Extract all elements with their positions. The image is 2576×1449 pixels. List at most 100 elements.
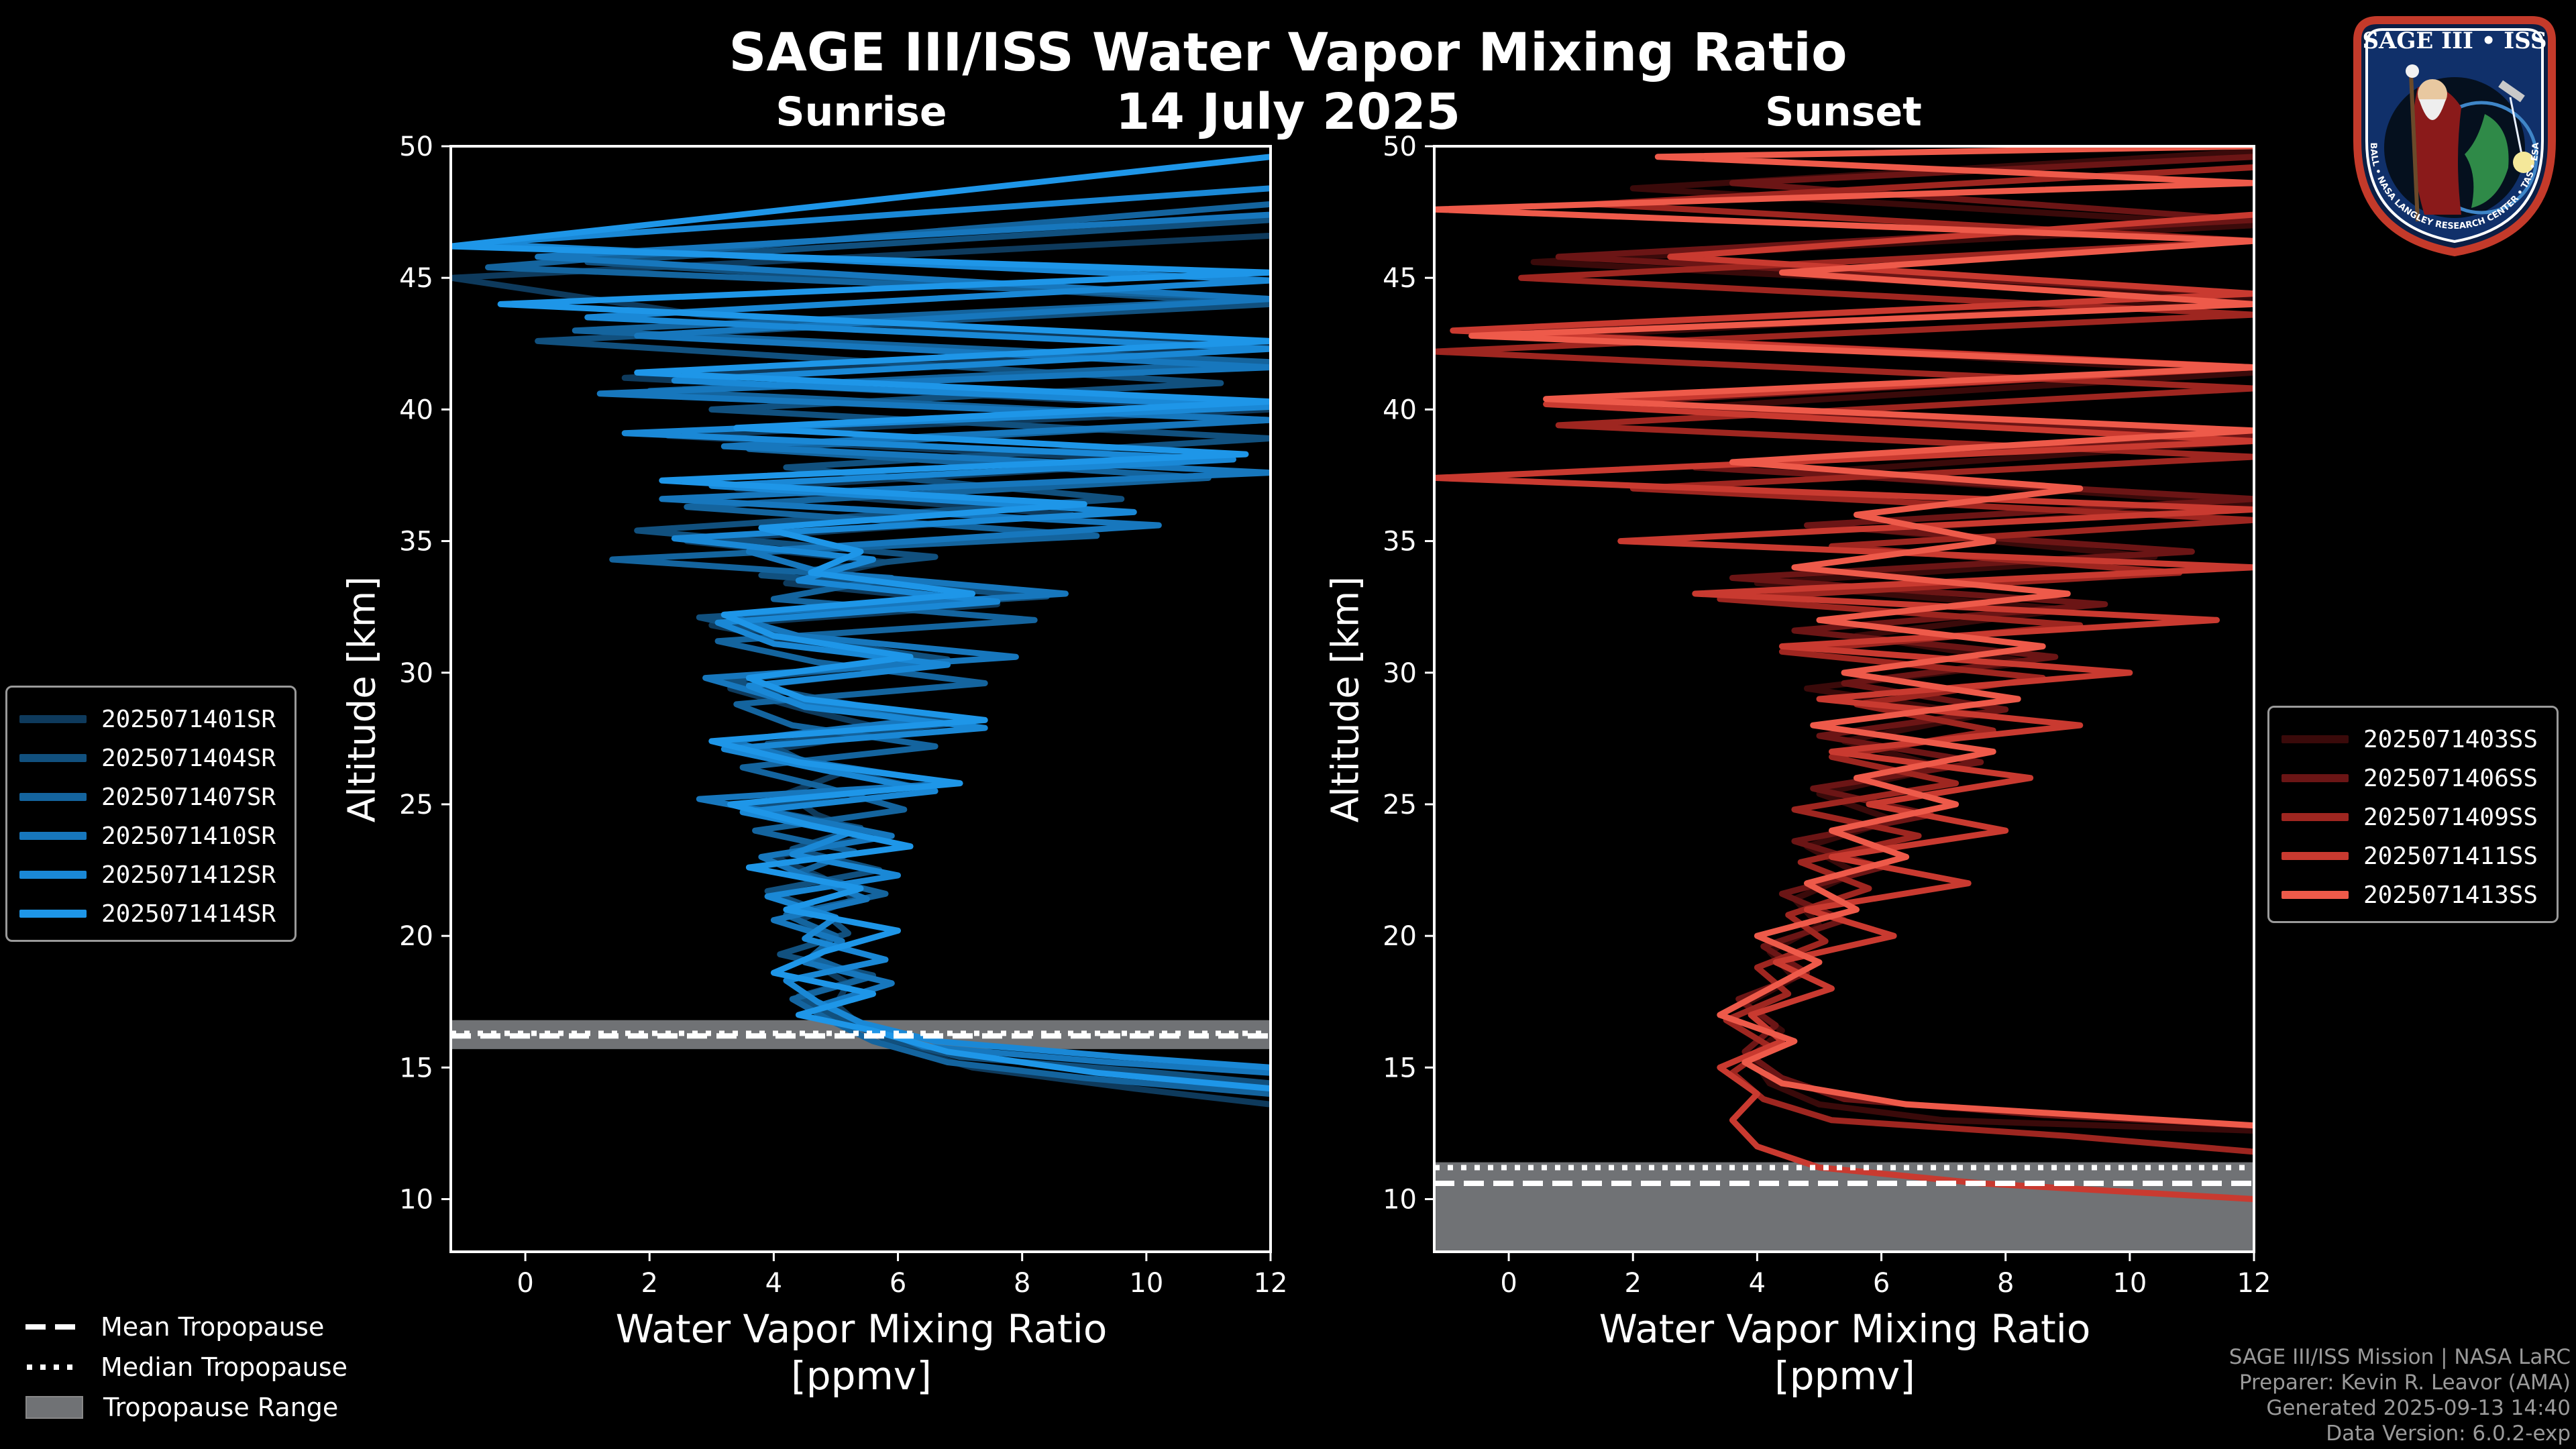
- median-tropopause-swatch: [27, 1364, 80, 1370]
- sunrise-series-2025071412SR: [472, 185, 1271, 1071]
- sunset-legend-label: 2025071413SS: [2363, 881, 2538, 909]
- sunset-legend-item: 2025071413SS: [2282, 875, 2544, 914]
- credit-version: Data Version: 6.0.2-exp: [2326, 1421, 2571, 1446]
- sunset-series-2025071413SS: [1434, 146, 2254, 1129]
- sunrise-legend-label: 2025071401SR: [101, 705, 276, 733]
- sunrise-panel-title: Sunrise: [775, 89, 947, 136]
- sunrise-y-tick-label: 15: [399, 1053, 433, 1083]
- sunset-x-tick-label: 2: [1625, 1268, 1642, 1299]
- sunrise-legend-item: 2025071410SR: [19, 816, 282, 855]
- sunset-x-axis-label-line1: Water Vapor Mixing Ratio: [1599, 1306, 2091, 1352]
- sunrise-series-group: [451, 154, 1271, 1108]
- sunset-y-tick-label: 15: [1383, 1053, 1417, 1083]
- sunset-legend-label: 2025071411SS: [2363, 842, 2538, 870]
- sunset-series-group: [1434, 146, 2254, 1252]
- sunrise-x-tick-label: 10: [1129, 1268, 1163, 1299]
- median-tropopause-label: Median Tropopause: [101, 1352, 347, 1382]
- sunrise-legend-item: 2025071404SR: [19, 739, 282, 777]
- sunset-legend-swatch: [2282, 735, 2349, 743]
- sunset-legend-label: 2025071403SS: [2363, 725, 2538, 753]
- sunset-x-tick-label: 10: [2112, 1268, 2147, 1299]
- sunset-x-axis-label: Water Vapor Mixing Ratio [ppmv]: [1436, 1305, 2254, 1399]
- sunrise-x-axis-label-line1: Water Vapor Mixing Ratio: [615, 1306, 1108, 1352]
- credit-mission: SAGE III/ISS Mission | NASA LaRC: [2229, 1345, 2571, 1369]
- sunset-legend-item: 2025071411SS: [2282, 837, 2544, 875]
- sunrise-legend-label: 2025071407SR: [101, 783, 276, 811]
- sunrise-legend-swatch: [19, 793, 87, 801]
- sunrise-plot-area: 0 2 4 6 8 10 12 10 15 20 25 30 35 40 45 50: [399, 131, 1287, 1299]
- sunrise-axes-frame: [449, 145, 1272, 1253]
- sunset-legend-item: 2025071409SS: [2282, 798, 2544, 837]
- sunset-y-tick-label: 25: [1383, 790, 1417, 820]
- sunset-series-2025071409SS: [1434, 164, 2254, 1155]
- sunrise-legend-item: 2025071414SR: [19, 894, 282, 933]
- sunrise-y-tick-label: 25: [399, 790, 433, 820]
- sunset-y-tick-label: 45: [1383, 263, 1417, 294]
- sunrise-y-tick-label: 20: [399, 921, 433, 952]
- mean-tropopause-swatch: [25, 1324, 80, 1330]
- tropopause-legend: Mean Tropopause Median Tropopause Tropop…: [25, 1307, 347, 1428]
- sunset-panel-title: Sunset: [1765, 89, 1922, 136]
- sunset-legend-item: 2025071403SS: [2282, 720, 2544, 759]
- mean-tropopause-label: Mean Tropopause: [101, 1312, 325, 1342]
- sunset-x-tick-label: 0: [1500, 1268, 1517, 1299]
- sunset-legend-swatch: [2282, 813, 2349, 821]
- sunrise-legend: 2025071401SR 2025071404SR 2025071407SR 2025…: [5, 686, 297, 942]
- sunrise-x-tick-label: 12: [1254, 1268, 1288, 1299]
- credit-preparer: Preparer: Kevin R. Leavor (AMA): [2239, 1371, 2571, 1395]
- sunrise-series-2025071414SR: [451, 154, 1271, 1092]
- sunset-y-tick-label: 50: [1383, 131, 1417, 162]
- sunrise-y-tick-label: 40: [399, 394, 433, 425]
- tropopause-legend-median: Median Tropopause: [25, 1347, 347, 1387]
- sunrise-x-tick-label: 8: [1014, 1268, 1030, 1299]
- sunrise-x-tick-label: 0: [517, 1268, 533, 1299]
- sunset-y-tick-label: 20: [1383, 921, 1417, 952]
- sunrise-legend-item: 2025071412SR: [19, 855, 282, 894]
- sunset-x-tick-label: 8: [1997, 1268, 2014, 1299]
- sunrise-legend-swatch: [19, 871, 87, 879]
- sunrise-legend-swatch: [19, 754, 87, 762]
- sunset-legend-item: 2025071406SS: [2282, 759, 2544, 798]
- sunset-legend-label: 2025071409SS: [2363, 803, 2538, 831]
- sunset-legend: 2025071403SS 2025071406SS 2025071409SS 2025…: [2267, 706, 2559, 923]
- tropopause-range-swatch: [25, 1396, 83, 1419]
- sunrise-y-tick-label: 35: [399, 527, 433, 557]
- credit-generated: Generated 2025-09-13 14:40: [2266, 1396, 2571, 1420]
- sunrise-y-tick-label: 45: [399, 263, 433, 294]
- sunset-y-tick-label: 10: [1383, 1185, 1417, 1216]
- sunrise-legend-swatch: [19, 910, 87, 918]
- sunrise-legend-label: 2025071414SR: [101, 900, 276, 928]
- sunset-legend-swatch: [2282, 891, 2349, 899]
- sunset-x-tick-label: 12: [2237, 1268, 2271, 1299]
- sunset-legend-swatch: [2282, 852, 2349, 860]
- sunrise-legend-swatch: [19, 715, 87, 723]
- sunrise-x-axis-label: Water Vapor Mixing Ratio [ppmv]: [452, 1305, 1271, 1399]
- sunrise-x-tick-label: 6: [890, 1268, 906, 1299]
- sunrise-legend-label: 2025071404SR: [101, 744, 276, 772]
- sunset-axes-frame: [1433, 145, 2255, 1253]
- sunset-tropopause-range: [1434, 1162, 2254, 1252]
- sunrise-x-tick-label: 4: [765, 1268, 782, 1299]
- credits: SAGE III/ISS Mission | NASA LaRC Prepare…: [2229, 1344, 2571, 1446]
- sunrise-legend-label: 2025071410SR: [101, 822, 276, 850]
- sunset-plot-area: 0 2 4 6 8 10 12 10 15 20 25 30 35 40 45 50: [1383, 131, 2271, 1299]
- sunset-y-tick-label: 40: [1383, 394, 1417, 425]
- sage-iss-logo: SAGE III • ISS BALL • NASA LANGLEY RESEA…: [2353, 16, 2556, 257]
- sunset-y-tick-label: 30: [1383, 658, 1417, 689]
- sunrise-y-tick-label: 10: [399, 1185, 433, 1216]
- sunrise-x-axis-label-line2: [ppmv]: [791, 1353, 932, 1399]
- sunset-x-tick-label: 6: [1873, 1268, 1890, 1299]
- chart-date: 14 July 2025: [1115, 83, 1461, 141]
- tropopause-legend-range: Tropopause Range: [25, 1387, 347, 1428]
- sunrise-legend-item: 2025071407SR: [19, 777, 282, 816]
- sunrise-legend-item: 2025071401SR: [19, 700, 282, 739]
- sunrise-y-tick-label: 30: [399, 658, 433, 689]
- logo-top-text: SAGE III • ISS: [2362, 28, 2546, 54]
- tropopause-legend-mean: Mean Tropopause: [25, 1307, 347, 1347]
- sunset-x-axis-label-line2: [ppmv]: [1774, 1353, 1915, 1399]
- sunset-y-axis-label: Altitude [km]: [1324, 576, 1368, 823]
- tropopause-range-label: Tropopause Range: [103, 1393, 339, 1422]
- chart-title: SAGE III/ISS Water Vapor Mixing Ratio: [729, 23, 1847, 83]
- sunset-legend-swatch: [2282, 774, 2349, 782]
